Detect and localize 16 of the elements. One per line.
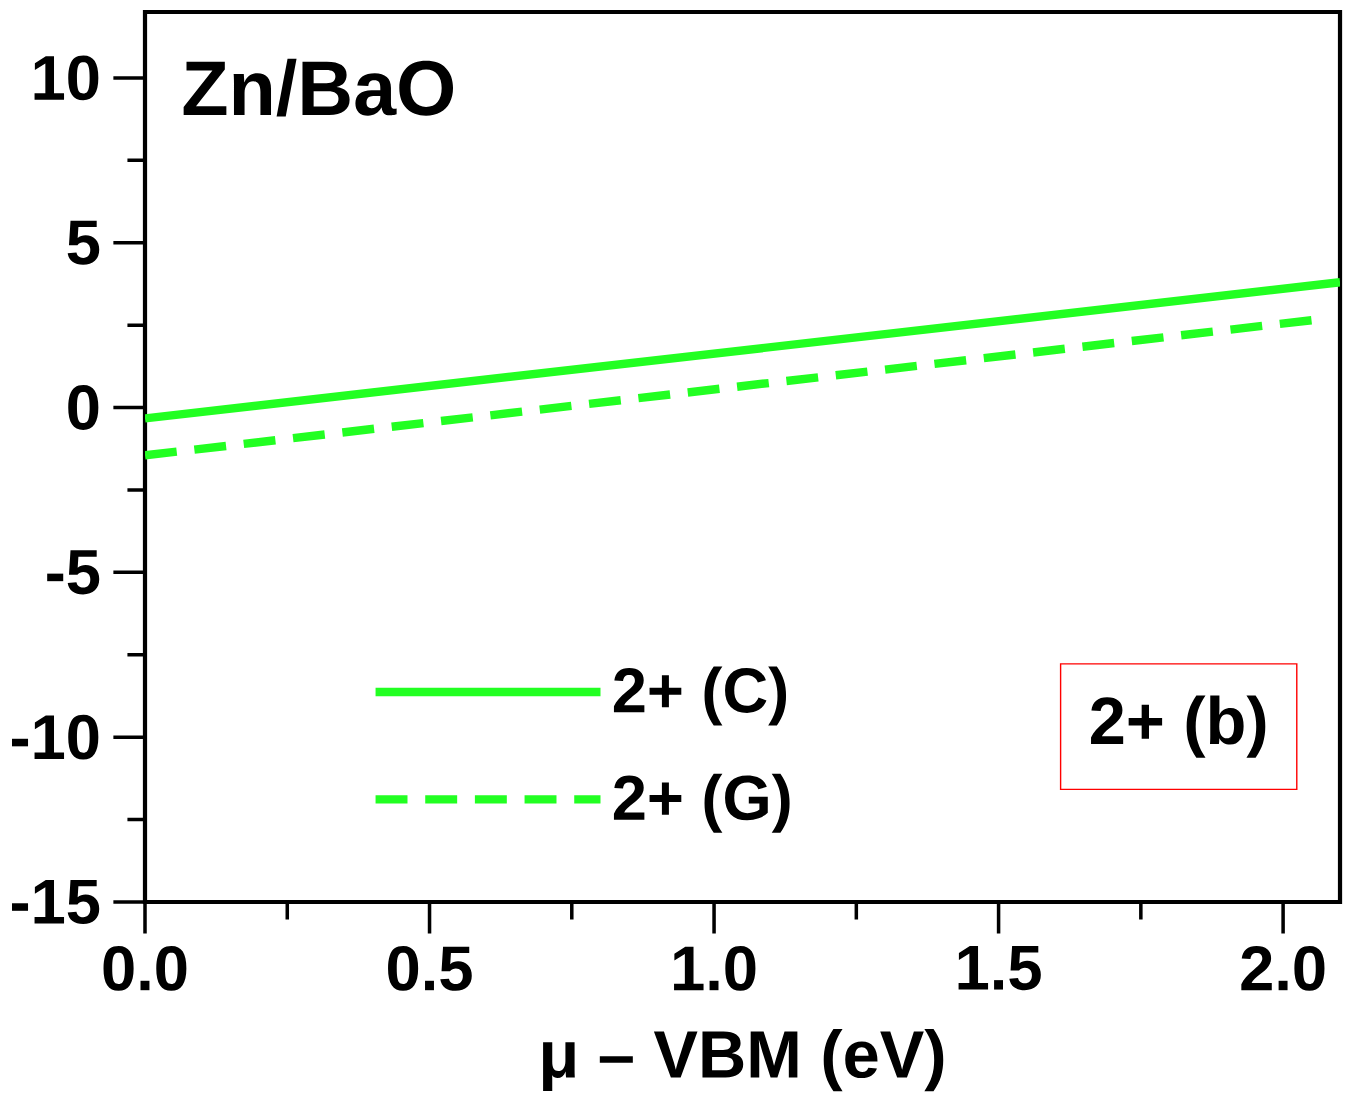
y-tick-label: -5 [47,550,100,595]
legend-label: 2+ (G) [613,773,790,833]
y-tick-label: -10 [12,714,99,760]
y-tick-label: 10 [34,55,99,101]
x-tick-label: 2.0 [1241,946,1325,991]
y-tick-label: -15 [12,879,100,925]
chart-title: Zn/BaO [183,58,454,117]
y-tick-label: 0 [68,385,99,430]
annotation: 2+ (b) [1091,695,1266,758]
x-tick-label: 1.0 [674,946,756,991]
x-axis-title: μ – VBM (eV) [543,1029,944,1092]
x-tick-label: 0.5 [388,946,472,991]
legend-label: 2+ (C) [613,666,787,726]
x-tick-label: 1.5 [958,946,1041,991]
y-tick-label: 5 [67,220,100,265]
x-tick-label: 0.0 [103,946,187,991]
